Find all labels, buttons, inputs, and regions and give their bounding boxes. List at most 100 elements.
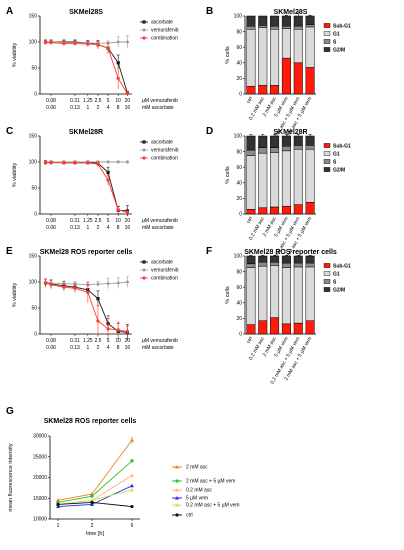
legend-label-F-Sub-G1: Sub-G1: [333, 263, 351, 269]
chart-title-D: SKMel28R: [273, 129, 307, 136]
bar-segment-F-G1: [281, 267, 291, 325]
chart-title-G: SKMel28 ROS reporter cells: [44, 418, 137, 425]
chart-title-B: SKMel28S: [274, 9, 308, 16]
bar-segment-F-G2/M: [258, 255, 268, 263]
x-unit-asc-C: mM ascorbate: [142, 225, 174, 231]
bar-segment-B-G2/M: [258, 15, 268, 26]
bar-segment-F-S: [281, 262, 291, 268]
x-tick-label-vem-C: 0.31: [70, 218, 80, 224]
x-tick-label-vem-C: 2.5: [94, 218, 101, 224]
legend-swatch-D-Sub-G1: [323, 143, 331, 148]
x-tick-label-asc-C: 2: [97, 225, 100, 231]
bar-segment-D-G1: [281, 150, 291, 207]
bar-segment-B-S: [305, 24, 315, 28]
legend-label-C-vemurafenib: vemurafenib: [151, 148, 179, 154]
data-point-C-combination: [62, 161, 66, 165]
data-point-C-combination: [73, 161, 77, 165]
data-point-G-1: [90, 494, 94, 498]
legend-label-G-2: 0.2 mM asc: [186, 488, 212, 494]
data-point-A-combination: [62, 41, 66, 46]
x-tick-label-G: 1: [57, 523, 60, 529]
bar-segment-D-S: [281, 145, 291, 152]
x-tick-label-vem-E: 1.25: [83, 338, 93, 344]
x-tick-label-asc-A: 8: [117, 105, 120, 111]
bar-segment-F-Sub-G1: [293, 322, 303, 335]
x-tick-label-vem-A: 5: [107, 98, 110, 104]
bar-segment-F-Sub-G1: [246, 324, 256, 335]
bar-segment-D-Sub-G1: [270, 206, 280, 215]
x-unit-vem-E: µM vemurafenib: [142, 338, 178, 344]
y-tick-label-A: 150: [29, 14, 38, 20]
y-tick-label-A: 100: [29, 40, 38, 46]
bar-segment-D-G1: [305, 149, 315, 203]
bar-segment-B-G2/M: [305, 15, 315, 25]
data-point-G-1: [130, 459, 134, 463]
bar-segment-B-S: [293, 25, 303, 30]
x-tick-label-D: ctrl: [246, 216, 255, 225]
bar-segment-B-S: [246, 25, 256, 30]
x-tick-label-F: ctrl: [246, 336, 255, 345]
bar-segment-F-G2/M: [246, 255, 256, 265]
x-tick-label-asc-C: 0.06: [46, 225, 56, 231]
legend-label-A-combination: combination: [151, 36, 178, 42]
y-tick-label-A: 50: [31, 66, 37, 72]
data-point-C-combination: [86, 161, 90, 165]
x-tick-label-vem-A: 20: [125, 98, 131, 104]
y-tick-label-D: 80: [236, 149, 242, 155]
data-point-E-combination: [86, 290, 90, 294]
legend-label-C-ascorbate: ascorbate: [151, 140, 173, 146]
data-point-E-combination: [62, 285, 66, 289]
bar-segment-D-G1: [270, 152, 280, 208]
legend-swatch-F-Sub-G1: [323, 263, 331, 268]
chart-title-F: SKMel28 ROS reporter cells: [244, 249, 337, 256]
bar-segment-B-Sub-G1: [258, 85, 268, 95]
bar-segment-B-G2/M: [293, 15, 303, 27]
y-tick-label-G: 25000: [33, 454, 47, 460]
x-tick-label-asc-C: 1: [86, 225, 89, 231]
x-tick-label-vem-C: 20: [125, 218, 131, 224]
legend-swatch-F-G1: [323, 271, 331, 276]
y-tick-label-D: 40: [236, 181, 242, 187]
x-tick-label-vem-A: 1.25: [83, 98, 93, 104]
data-point-G-3: [56, 504, 60, 509]
bar-segment-D-G1: [246, 155, 256, 210]
bar-segment-F-Sub-G1: [270, 317, 280, 335]
legend-label-B-Sub-G1: Sub-G1: [333, 23, 351, 29]
y-tick-label-C: 50: [31, 186, 37, 192]
y-tick-label-A: 0: [34, 92, 37, 98]
x-tick-label-vem-A: 10: [115, 98, 121, 104]
bar-segment-B-S: [258, 25, 268, 28]
bar-segment-D-Sub-G1: [293, 204, 303, 215]
data-point-A-vemurafenib: [116, 40, 121, 44]
x-tick-label-asc-E: 2: [97, 345, 100, 351]
chart-title-C: SKMel28R: [69, 129, 103, 136]
bar-segment-B-G1: [246, 29, 256, 87]
x-tick-label-asc-C: 4: [107, 225, 110, 231]
legend-label-D-G1: G1: [333, 151, 340, 157]
data-point-A-combination: [106, 46, 110, 50]
data-point-C-combination: [49, 160, 53, 165]
x-axis-label-G: time [h]: [86, 531, 105, 537]
y-tick-label-B: 60: [236, 45, 242, 51]
y-tick-label-G: 20000: [33, 475, 47, 481]
legend-swatch-D-S: [323, 159, 331, 164]
bar-segment-F-Sub-G1: [281, 323, 291, 335]
bar-segment-F-G1: [293, 266, 303, 324]
legend-marker-A-combination: [142, 36, 146, 40]
bar-segment-B-Sub-G1: [246, 85, 256, 95]
data-point-C-ascorbate: [106, 170, 110, 174]
data-point-E-combination: [106, 327, 110, 331]
x-tick-label-asc-E: 4: [107, 345, 110, 351]
bar-segment-D-G2/M: [305, 135, 315, 146]
x-unit-vem-A: µM vemurafenib: [142, 98, 178, 104]
bar-segment-D-Sub-G1: [281, 205, 291, 215]
data-point-A-combination: [86, 42, 90, 46]
data-point-E-vemurafenib: [95, 282, 100, 287]
data-point-C-vemurafenib: [125, 160, 130, 164]
y-tick-label-D: 0: [239, 212, 242, 218]
x-unit-vem-C: µM vemurafenib: [142, 218, 178, 224]
y-tick-label-G: 10000: [33, 517, 47, 523]
legend-swatch-B-G1: [323, 31, 331, 36]
data-point-G-4: [130, 487, 134, 492]
series-line-C-combination: [45, 162, 128, 213]
